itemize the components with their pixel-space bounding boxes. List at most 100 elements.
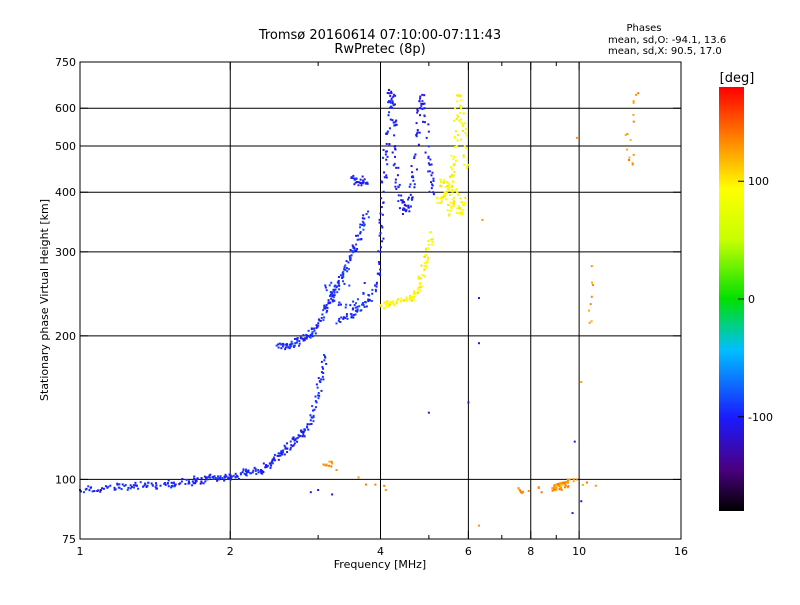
data-point: [113, 486, 116, 489]
data-point: [301, 337, 304, 340]
data-point: [439, 184, 442, 187]
data-point: [351, 250, 354, 253]
data-point: [383, 307, 386, 310]
data-point: [306, 334, 309, 337]
data-point: [465, 134, 468, 137]
data-point: [425, 254, 428, 257]
data-point: [282, 345, 285, 348]
data-point: [379, 232, 382, 235]
data-point: [132, 484, 135, 487]
data-point: [446, 209, 449, 212]
data-point: [229, 477, 232, 480]
data-point: [339, 303, 342, 306]
data-point: [379, 212, 382, 215]
data-point: [151, 484, 154, 487]
data-point: [460, 200, 463, 203]
data-point: [428, 163, 431, 166]
data-point: [212, 477, 215, 480]
data-point: [324, 286, 327, 289]
data-point: [386, 163, 389, 166]
data-point: [386, 91, 389, 94]
data-point: [427, 130, 430, 133]
data-point: [134, 481, 137, 484]
data-point: [405, 296, 408, 299]
data-point: [130, 485, 133, 488]
data-point: [389, 101, 392, 104]
data-point: [277, 454, 280, 457]
data-point: [449, 175, 452, 178]
data-point: [333, 291, 336, 294]
data-point: [88, 489, 91, 492]
data-point: [309, 333, 312, 336]
data-point: [374, 290, 377, 293]
data-point: [242, 469, 245, 472]
data-point: [354, 181, 357, 184]
data-point: [465, 147, 468, 150]
data-point: [283, 444, 286, 447]
data-point: [338, 301, 341, 304]
data-point: [325, 464, 328, 467]
data-point: [417, 275, 420, 278]
data-point: [311, 333, 314, 336]
data-point: [415, 133, 418, 136]
data-point: [424, 248, 427, 251]
data-point: [355, 243, 358, 246]
data-point: [481, 218, 484, 221]
data-point: [295, 437, 298, 440]
data-point: [307, 329, 310, 332]
data-point: [359, 231, 362, 234]
data-point: [374, 483, 377, 486]
data-point: [113, 488, 116, 491]
data-point: [464, 127, 467, 130]
data-point: [385, 176, 388, 179]
data-point: [317, 489, 320, 492]
data-point: [320, 360, 323, 363]
data-point: [179, 482, 182, 485]
data-point: [415, 122, 418, 125]
data-point: [356, 234, 359, 237]
data-point: [354, 313, 357, 316]
data-point: [173, 483, 176, 486]
data-point: [440, 185, 443, 188]
data-point: [187, 482, 190, 485]
data-point: [351, 244, 354, 247]
data-point: [251, 471, 254, 474]
data-point: [315, 401, 318, 404]
colorbar-label: [deg]: [720, 71, 755, 86]
data-point: [353, 304, 356, 307]
data-point: [416, 108, 419, 111]
x-tick-label: 8: [527, 545, 534, 558]
data-point: [418, 97, 421, 100]
data-point: [420, 104, 423, 107]
data-point: [362, 214, 365, 217]
data-point: [637, 92, 640, 95]
data-point: [284, 446, 287, 449]
data-point: [262, 471, 265, 474]
data-point: [334, 288, 337, 291]
data-point: [284, 343, 287, 346]
data-point: [356, 181, 359, 184]
data-point: [209, 476, 212, 479]
data-point: [330, 460, 333, 463]
data-point: [411, 198, 414, 201]
data-point: [400, 297, 403, 300]
data-point: [309, 491, 312, 494]
data-point: [452, 157, 455, 160]
data-point: [567, 485, 570, 488]
data-point: [320, 371, 323, 374]
data-point: [137, 487, 140, 490]
data-point: [352, 307, 355, 310]
data-point: [324, 356, 327, 359]
data-point: [375, 285, 378, 288]
data-point: [284, 447, 287, 450]
data-point: [114, 488, 117, 491]
data-point: [389, 300, 392, 303]
data-point: [453, 200, 456, 203]
data-point: [413, 155, 416, 158]
data-point: [388, 100, 391, 103]
data-point: [293, 344, 296, 347]
data-point: [428, 231, 431, 234]
data-point: [431, 183, 434, 186]
data-point: [281, 451, 284, 454]
data-point: [394, 120, 397, 123]
